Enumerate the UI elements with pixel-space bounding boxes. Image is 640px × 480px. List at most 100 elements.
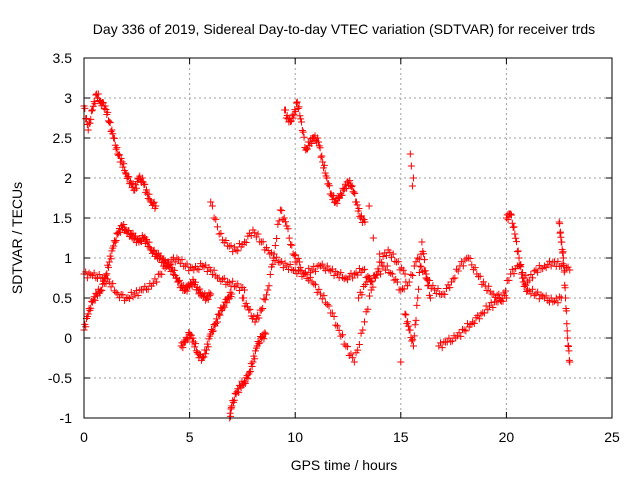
data-point	[331, 198, 339, 206]
data-point-interp	[323, 262, 331, 270]
data-point-interp	[112, 237, 120, 245]
data-point-interp	[330, 272, 338, 280]
data-point-interp	[225, 242, 233, 250]
data-point	[431, 286, 439, 294]
data-point-interp	[315, 285, 323, 293]
data-point-interp	[229, 248, 237, 256]
data-point-interp	[394, 258, 402, 266]
data-point	[241, 378, 249, 386]
data-point-interp	[306, 273, 314, 281]
data-point-interp	[514, 247, 522, 255]
x-tick-label: 25	[604, 429, 620, 445]
data-point-interp	[446, 284, 454, 292]
data-point	[426, 294, 434, 302]
data-point-interp	[310, 280, 318, 288]
data-point-interp	[271, 242, 279, 250]
data-point	[502, 294, 510, 302]
data-point-interp	[210, 266, 218, 274]
data-point-interp	[294, 105, 302, 113]
data-point	[97, 286, 105, 294]
y-tick-label: 1	[64, 250, 72, 266]
data-point-interp	[141, 180, 149, 188]
data-point	[350, 358, 358, 366]
data-point-interp	[115, 294, 123, 302]
data-point	[342, 342, 350, 350]
data-point-interp	[235, 388, 243, 396]
data-point	[397, 286, 405, 294]
data-point	[84, 126, 92, 134]
data-point	[350, 270, 358, 278]
data-point-interp	[353, 201, 361, 209]
data-point-interp	[98, 287, 106, 295]
data-point	[202, 346, 210, 354]
data-point-interp	[113, 144, 121, 152]
data-point-interp	[287, 118, 295, 126]
data-point-interp	[273, 235, 281, 243]
data-point-interp	[262, 244, 270, 252]
data-point-interp	[195, 266, 203, 274]
data-point-interp	[83, 274, 91, 282]
data-point-interp	[320, 161, 328, 169]
data-point-interp	[458, 258, 466, 266]
data-point-interp	[229, 277, 237, 285]
y-tick-label: 3	[64, 90, 72, 106]
data-point-interp	[183, 287, 191, 295]
data-point-interp	[120, 221, 128, 229]
data-point-interp	[325, 182, 333, 190]
data-point-interp	[125, 173, 133, 181]
data-point-interp	[227, 412, 235, 420]
data-point	[131, 290, 139, 298]
data-point-interp	[183, 260, 191, 268]
data-point-interp	[138, 174, 146, 182]
data-point-interp	[213, 315, 221, 323]
axis-ticks: 0 5 10 15 20 25 -1 -0.5 0 0.5 1 1.5 2 2.5 3 3.5	[48, 50, 620, 445]
data-point-interp	[522, 281, 530, 289]
data-point-interp	[563, 327, 571, 335]
data-point-interp	[551, 258, 559, 266]
data-point-interp	[193, 265, 201, 273]
data-point	[207, 198, 215, 206]
series-trace-12	[435, 292, 510, 352]
data-point	[131, 186, 139, 194]
data-point-interp	[243, 372, 251, 380]
data-point-interp	[513, 238, 521, 246]
data-point-interp	[155, 255, 163, 263]
data-point-interp	[234, 247, 242, 255]
grid-lines	[84, 58, 612, 418]
data-point-interp	[259, 238, 267, 246]
data-point-interp	[513, 248, 521, 256]
data-point-interp	[149, 279, 157, 287]
data-point	[139, 286, 147, 294]
data-point-interp	[91, 296, 99, 304]
data-point-interp	[106, 119, 114, 127]
data-point-interp	[442, 285, 450, 293]
data-point-interp	[387, 269, 395, 277]
data-point-interp	[109, 280, 117, 288]
data-point-interp	[559, 248, 567, 256]
data-point-interp	[495, 290, 503, 298]
series-trace-1	[80, 90, 160, 212]
series-trace-10	[355, 254, 574, 304]
data-point-interp	[448, 337, 456, 345]
data-point-interp	[296, 263, 304, 271]
data-point-interp	[281, 218, 289, 226]
data-point-interp	[275, 217, 283, 225]
data-point-interp	[284, 225, 292, 233]
data-point-interp	[107, 283, 115, 291]
data-point-interp	[163, 262, 171, 270]
data-point	[414, 254, 422, 262]
data-point-interp	[206, 292, 214, 300]
data-point-interp	[437, 339, 445, 347]
data-point-interp	[281, 106, 289, 114]
data-point-interp	[483, 286, 491, 294]
data-point-interp	[117, 154, 125, 162]
data-point-interp	[544, 260, 552, 268]
data-point	[289, 114, 297, 122]
data-point	[257, 306, 265, 314]
data-point-interp	[153, 250, 161, 258]
data-point-interp	[240, 294, 248, 302]
data-point-interp	[102, 106, 110, 114]
data-point-interp	[438, 344, 446, 352]
data-point-interp	[336, 190, 344, 198]
